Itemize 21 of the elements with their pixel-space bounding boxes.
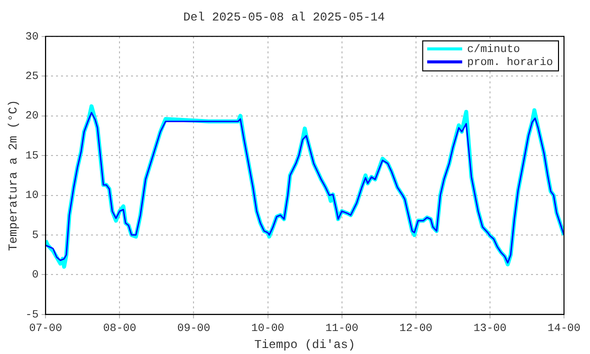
y-tick-label: 0 bbox=[32, 270, 39, 282]
x-tick-label: 09-00 bbox=[177, 322, 210, 335]
y-tick-label: 25 bbox=[25, 71, 39, 84]
y-tick-label: -5 bbox=[25, 309, 39, 322]
y-tick-label: 5 bbox=[32, 230, 39, 242]
y-axis-title: Temperatura a 2m (°C) bbox=[6, 100, 20, 252]
x-tick-label: 08-00 bbox=[103, 322, 136, 335]
x-tick-label: 13-00 bbox=[473, 322, 506, 335]
y-tick-label: 20 bbox=[25, 110, 39, 123]
y-tick-label: 15 bbox=[25, 150, 39, 162]
legend-label: prom. horario bbox=[467, 56, 554, 69]
x-tick-label: 11-00 bbox=[325, 322, 358, 335]
chart-title: Del 2025-05-08 al 2025-05-14 bbox=[183, 10, 385, 24]
legend-label: c/minuto bbox=[467, 44, 520, 56]
x-tick-label: 07-00 bbox=[29, 322, 62, 335]
x-tick-label: 14-00 bbox=[547, 322, 581, 335]
y-tick-label: 10 bbox=[25, 190, 39, 202]
x-tick-label: 10-00 bbox=[251, 322, 284, 335]
x-axis-title: Tiempo (di'as) bbox=[254, 338, 356, 352]
x-tick-label: 12-00 bbox=[399, 322, 432, 335]
y-tick-label: 30 bbox=[25, 31, 39, 44]
